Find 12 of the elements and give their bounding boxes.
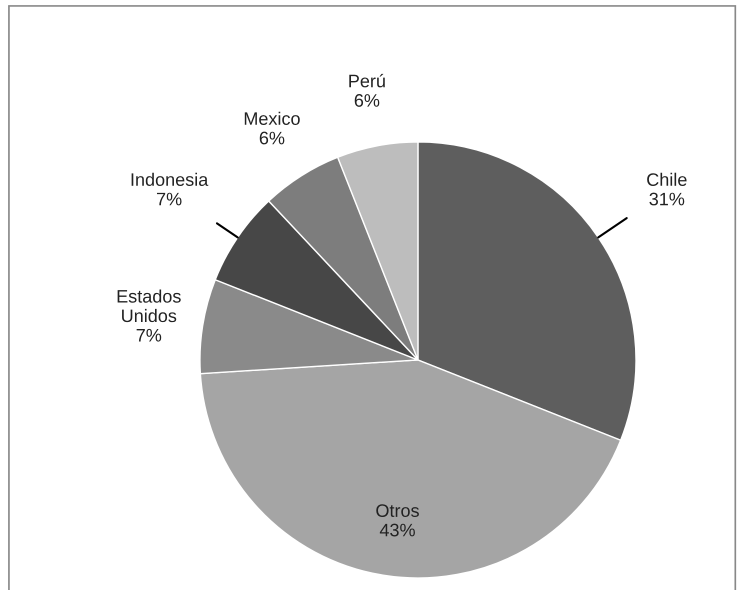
data-label: 6% bbox=[260, 132, 284, 144]
slice-label: Otros bbox=[376, 504, 419, 518]
slice-label: Perú bbox=[349, 74, 385, 88]
data-label: 7% bbox=[136, 328, 162, 342]
data-label: 6% bbox=[354, 94, 380, 107]
data-label: 7% bbox=[156, 192, 182, 206]
data-label: 43% bbox=[380, 524, 415, 536]
slice-label: Indonesia bbox=[132, 172, 208, 186]
data-label: 31% bbox=[649, 192, 684, 206]
slice-label: Mexico bbox=[244, 112, 300, 125]
slice-label: Estados Unidos bbox=[118, 289, 181, 322]
slice-label: Chile bbox=[647, 172, 687, 186]
